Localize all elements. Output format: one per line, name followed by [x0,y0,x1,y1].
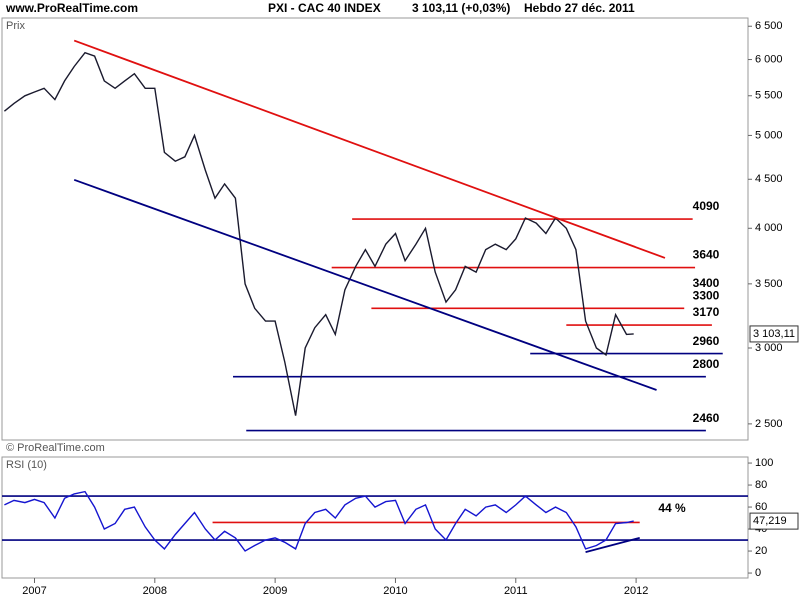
y-tick-label: 6 500 [755,20,783,32]
x-tick-label: 2010 [383,585,407,597]
y-tick-label: 5 000 [755,129,783,141]
level-label: 4090 [693,199,720,213]
series-line [4,490,634,552]
quote: 3 103,11 (+0,03%) [412,1,510,15]
y-tick-label: 80 [755,479,767,491]
y-tick-label: 0 [755,567,761,579]
watermark: © ProRealTime.com [6,442,105,454]
x-tick-label: 2011 [504,585,528,597]
last-value-box [749,512,799,530]
y-tick-label: 2 500 [755,418,783,430]
y-tick-label: 5 500 [755,90,783,102]
y-tick-label: 4 500 [755,173,783,185]
level-label: 2800 [693,357,720,371]
x-tick-label: 2009 [263,585,287,597]
level-label: 2460 [693,411,720,425]
level-label: 3400 [693,276,720,290]
annotation: 44 % [658,501,686,515]
last-value-box [749,325,799,343]
trend-line [585,536,640,554]
y-tick-label: 60 [755,501,767,513]
trend-line [73,178,657,391]
chart-subtitle: Hebdo 27 déc. 2011 [524,1,635,15]
series-line [3,51,634,416]
y-tick-label: 20 [755,545,767,557]
site: www.ProRealTime.com [5,1,138,15]
panel-label: Prix [6,20,25,32]
last-value-label: 47,219 [753,515,787,527]
level-label: 3300 [693,289,720,303]
y-tick-label: 4 000 [755,222,783,234]
last-value-label: 3 103,11 [753,328,795,340]
x-tick-label: 2008 [143,585,167,597]
level-label: 3640 [693,248,720,262]
y-tick-label: 3 000 [755,342,783,354]
panel-label: RSI (10) [6,459,47,471]
x-tick-label: 2012 [624,585,648,597]
trend-line [73,39,666,259]
y-tick-label: 3 500 [755,278,783,290]
rsi-panel [1,456,749,579]
chart-title: PXI - CAC 40 INDEX [268,1,381,15]
y-tick-label: 6 000 [755,53,783,65]
x-tick-label: 2007 [22,585,46,597]
price-panel [1,17,749,441]
level-label: 2960 [693,334,720,348]
level-label: 3170 [693,305,720,319]
y-tick-label: 100 [755,457,773,469]
